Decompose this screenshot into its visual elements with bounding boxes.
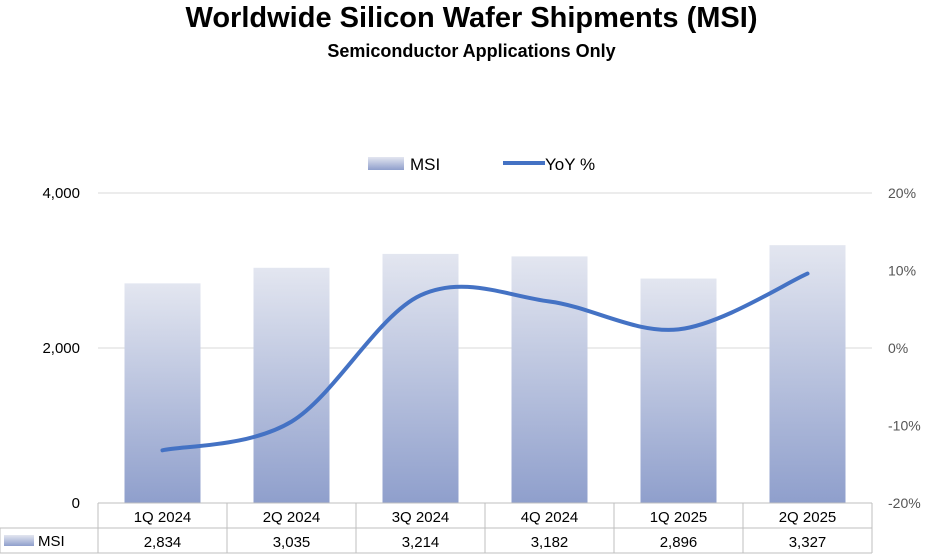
y-right-tick-label: 0%	[888, 340, 908, 356]
table-cell-value: 2,896	[660, 534, 698, 551]
table-row-label: MSI	[38, 533, 65, 550]
x-tick-label: 1Q 2024	[134, 509, 192, 526]
x-tick-label: 4Q 2024	[521, 509, 579, 526]
table-cell-value: 3,214	[402, 534, 440, 551]
y-axis-left: 0 2,000 4,000	[42, 185, 80, 512]
table-cell-value: 3,035	[273, 534, 311, 551]
chart-subtitle: Semiconductor Applications Only	[327, 41, 616, 61]
x-tick-label: 3Q 2024	[392, 509, 450, 526]
table-cell-value: 3,327	[789, 534, 827, 551]
table-row-swatch	[4, 535, 34, 546]
y-left-tick-label: 2,000	[42, 340, 80, 357]
x-tick-label: 1Q 2025	[650, 509, 708, 526]
table-cell-value: 3,182	[531, 534, 569, 551]
y-axis-right: -20% -10% 0% 10% 20%	[888, 185, 921, 511]
bar-msi	[511, 256, 588, 503]
bar-msi	[640, 278, 717, 503]
bar-msi	[253, 267, 330, 503]
x-tick-label: 2Q 2025	[779, 509, 837, 526]
msi-bars	[124, 245, 846, 503]
legend-swatch-msi	[368, 157, 404, 170]
gridlines	[98, 192, 872, 349]
yoy-line-path	[160, 271, 810, 453]
table-cell-value: 2,834	[144, 534, 182, 551]
y-right-tick-label: 10%	[888, 263, 916, 279]
legend-label-msi: MSI	[410, 155, 440, 174]
x-tick-label: 2Q 2024	[263, 509, 321, 526]
bar-msi	[382, 253, 459, 503]
chart-title: Worldwide Silicon Wafer Shipments (MSI)	[185, 2, 758, 34]
bar-msi	[769, 245, 846, 503]
legend: MSI YoY %	[368, 155, 595, 174]
y-left-tick-label: 4,000	[42, 185, 80, 202]
y-right-tick-label: -20%	[888, 495, 921, 511]
bar-msi	[124, 283, 201, 503]
y-right-tick-label: 20%	[888, 185, 916, 201]
data-table: MSI 1Q 2024 2,834 2Q 2024 3,035 3Q 2024 3,214 4…	[0, 502, 873, 554]
yoy-line	[160, 271, 810, 453]
y-right-tick-label: -10%	[888, 418, 921, 434]
legend-label-yoy: YoY %	[545, 155, 595, 174]
y-left-tick-label: 0	[72, 495, 80, 512]
